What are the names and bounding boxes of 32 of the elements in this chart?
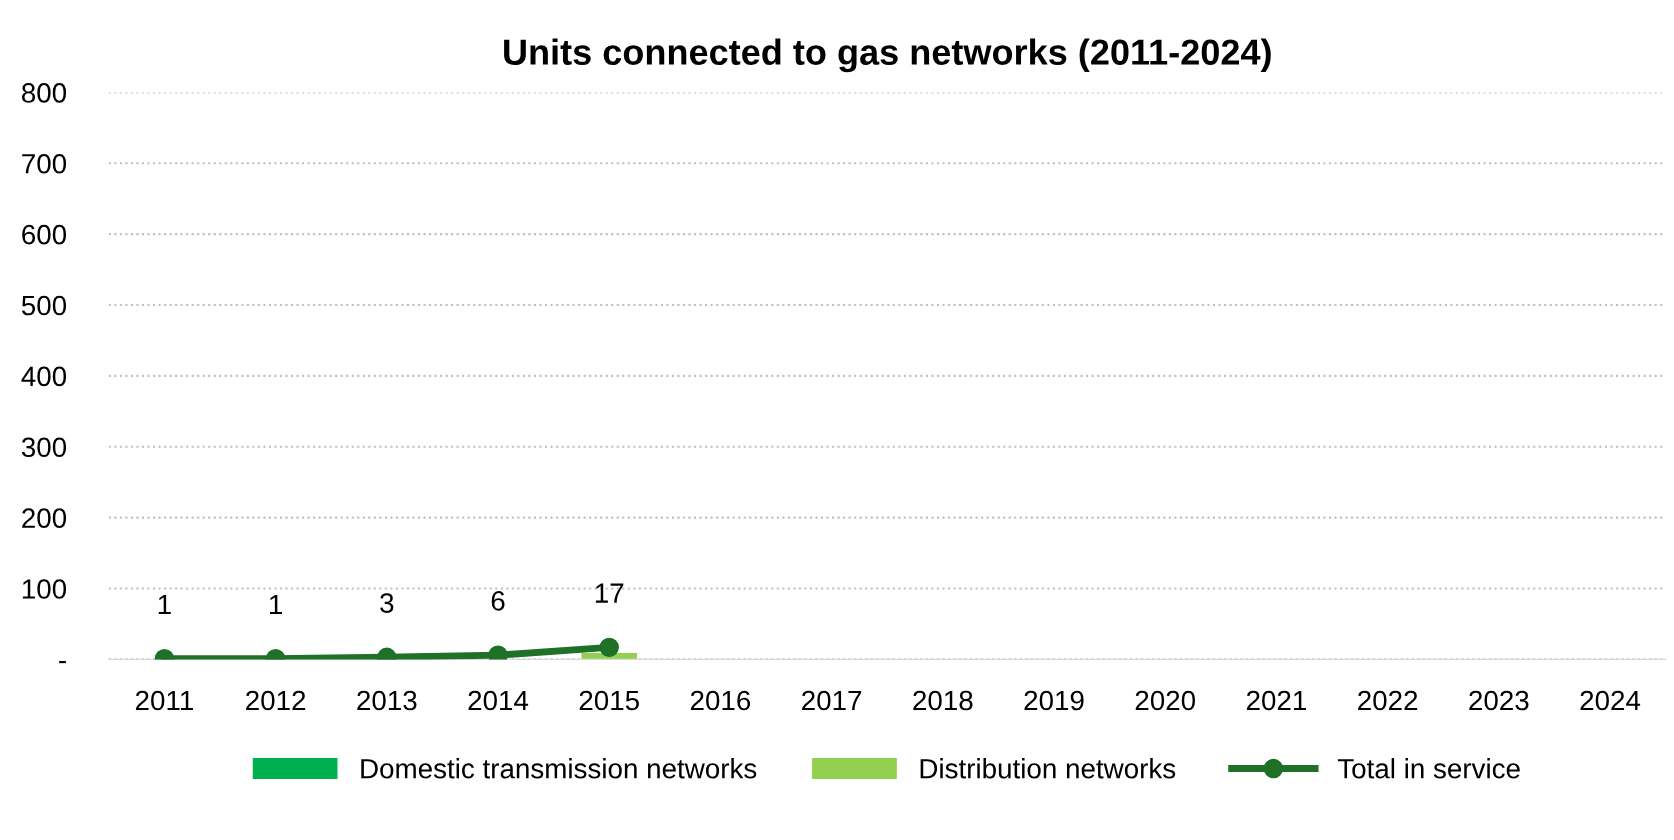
y-tick-label: 100	[22, 579, 67, 599]
x-tick-label: 2013	[357, 690, 417, 711]
x-tick-label: 2012	[246, 690, 306, 711]
y-tick-label: 600	[22, 224, 67, 245]
legend-label: Total in service	[1337, 758, 1520, 779]
y-tick-label: 200	[22, 508, 67, 528]
data-label: 17	[595, 583, 624, 603]
x-tick-label: 2018	[913, 690, 973, 711]
x-tick-label: 2015	[579, 690, 639, 711]
y-tick-label: 300	[21, 437, 67, 458]
chart-title: Units connected to gas networks (2011-2024)	[504, 38, 1271, 73]
data-label: 1	[270, 594, 282, 615]
x-tick-label: 2021	[1246, 690, 1306, 711]
x-tick-label: 2016	[690, 690, 751, 711]
data-label: 1	[158, 594, 171, 615]
x-tick-label: 2024	[1580, 690, 1641, 711]
x-tick-label: 2022	[1358, 690, 1418, 711]
y-tick-label: 700	[22, 153, 67, 174]
y-tick-label: 500	[21, 295, 67, 316]
data-label: 6	[491, 591, 505, 611]
x-tick-label: 2014	[468, 690, 529, 711]
x-tick-label: 2017	[802, 690, 862, 711]
y-tick-label: -	[59, 661, 66, 664]
x-tick-label: 2019	[1024, 690, 1084, 711]
x-tick-label: 2023	[1469, 690, 1529, 711]
x-tick-label: 2011	[135, 690, 193, 711]
x-tick-label: 2020	[1135, 690, 1196, 711]
y-tick-label: 800	[22, 83, 67, 103]
legend-label: Domestic transmission networks	[361, 758, 757, 779]
legend-label: Distribution networks	[920, 758, 1176, 779]
data-label: 3	[380, 593, 394, 613]
y-tick-label: 400	[21, 366, 67, 387]
